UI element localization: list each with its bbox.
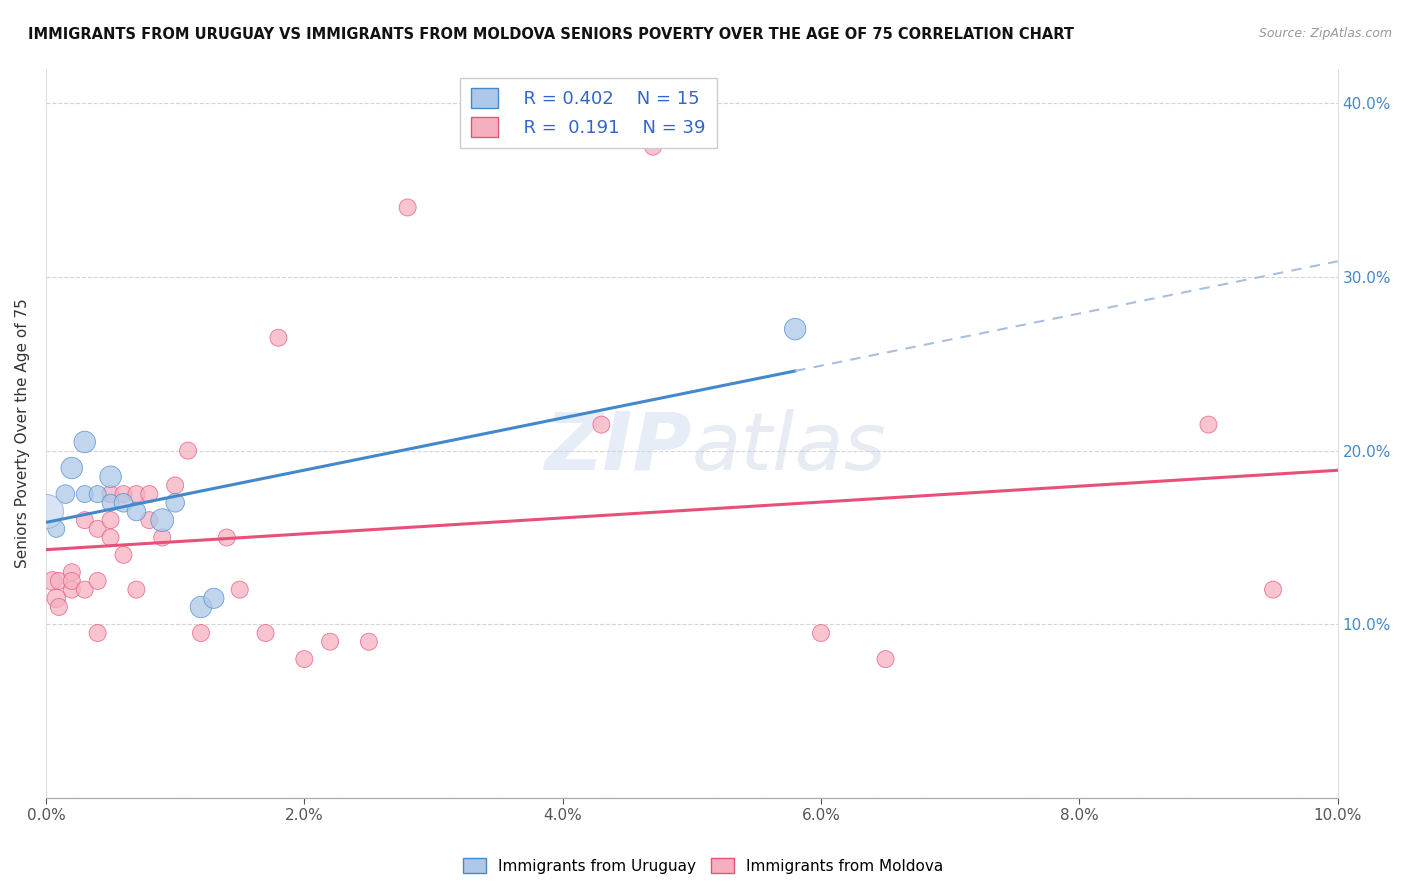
Point: [177, 443, 200, 458]
Point: [319, 634, 342, 648]
Y-axis label: Seniors Poverty Over the Age of 75: Seniors Poverty Over the Age of 75: [15, 299, 30, 568]
Point: [125, 504, 148, 518]
Point: [60, 566, 83, 580]
Point: [35, 504, 58, 518]
Point: [138, 487, 160, 501]
Point: [1261, 582, 1284, 597]
Point: [190, 599, 212, 614]
Point: [48, 599, 70, 614]
Point: [100, 469, 122, 483]
Point: [1198, 417, 1220, 432]
Point: [165, 478, 187, 492]
Point: [73, 582, 96, 597]
Point: [254, 626, 277, 640]
Point: [396, 201, 419, 215]
Point: [125, 582, 148, 597]
Point: [112, 487, 135, 501]
Point: [100, 513, 122, 527]
Point: [112, 548, 135, 562]
Point: [73, 434, 96, 449]
Point: [150, 531, 173, 545]
Point: [60, 582, 83, 597]
Point: [86, 626, 108, 640]
Point: [100, 487, 122, 501]
Point: [641, 139, 664, 153]
Point: [60, 461, 83, 475]
Legend: Immigrants from Uruguay, Immigrants from Moldova: Immigrants from Uruguay, Immigrants from…: [457, 852, 949, 880]
Point: [45, 522, 67, 536]
Point: [357, 634, 380, 648]
Point: [810, 626, 832, 640]
Point: [165, 496, 187, 510]
Point: [125, 487, 148, 501]
Point: [591, 417, 613, 432]
Text: atlas: atlas: [692, 409, 887, 487]
Point: [228, 582, 250, 597]
Point: [292, 652, 315, 666]
Text: ZIP: ZIP: [544, 409, 692, 487]
Point: [267, 331, 290, 345]
Text: IMMIGRANTS FROM URUGUAY VS IMMIGRANTS FROM MOLDOVA SENIORS POVERTY OVER THE AGE : IMMIGRANTS FROM URUGUAY VS IMMIGRANTS FR…: [28, 27, 1074, 42]
Point: [875, 652, 897, 666]
Point: [112, 496, 135, 510]
Point: [202, 591, 225, 606]
Legend:   R = 0.402    N = 15,   R =  0.191    N = 39: R = 0.402 N = 15, R = 0.191 N = 39: [460, 78, 717, 148]
Point: [86, 487, 108, 501]
Point: [190, 626, 212, 640]
Point: [48, 574, 70, 588]
Point: [41, 574, 63, 588]
Point: [86, 574, 108, 588]
Point: [215, 531, 238, 545]
Point: [73, 513, 96, 527]
Point: [150, 513, 173, 527]
Text: Source: ZipAtlas.com: Source: ZipAtlas.com: [1258, 27, 1392, 40]
Point: [138, 513, 160, 527]
Point: [45, 591, 67, 606]
Point: [60, 574, 83, 588]
Point: [73, 487, 96, 501]
Point: [100, 531, 122, 545]
Point: [86, 522, 108, 536]
Point: [785, 322, 807, 336]
Point: [53, 487, 76, 501]
Point: [100, 496, 122, 510]
